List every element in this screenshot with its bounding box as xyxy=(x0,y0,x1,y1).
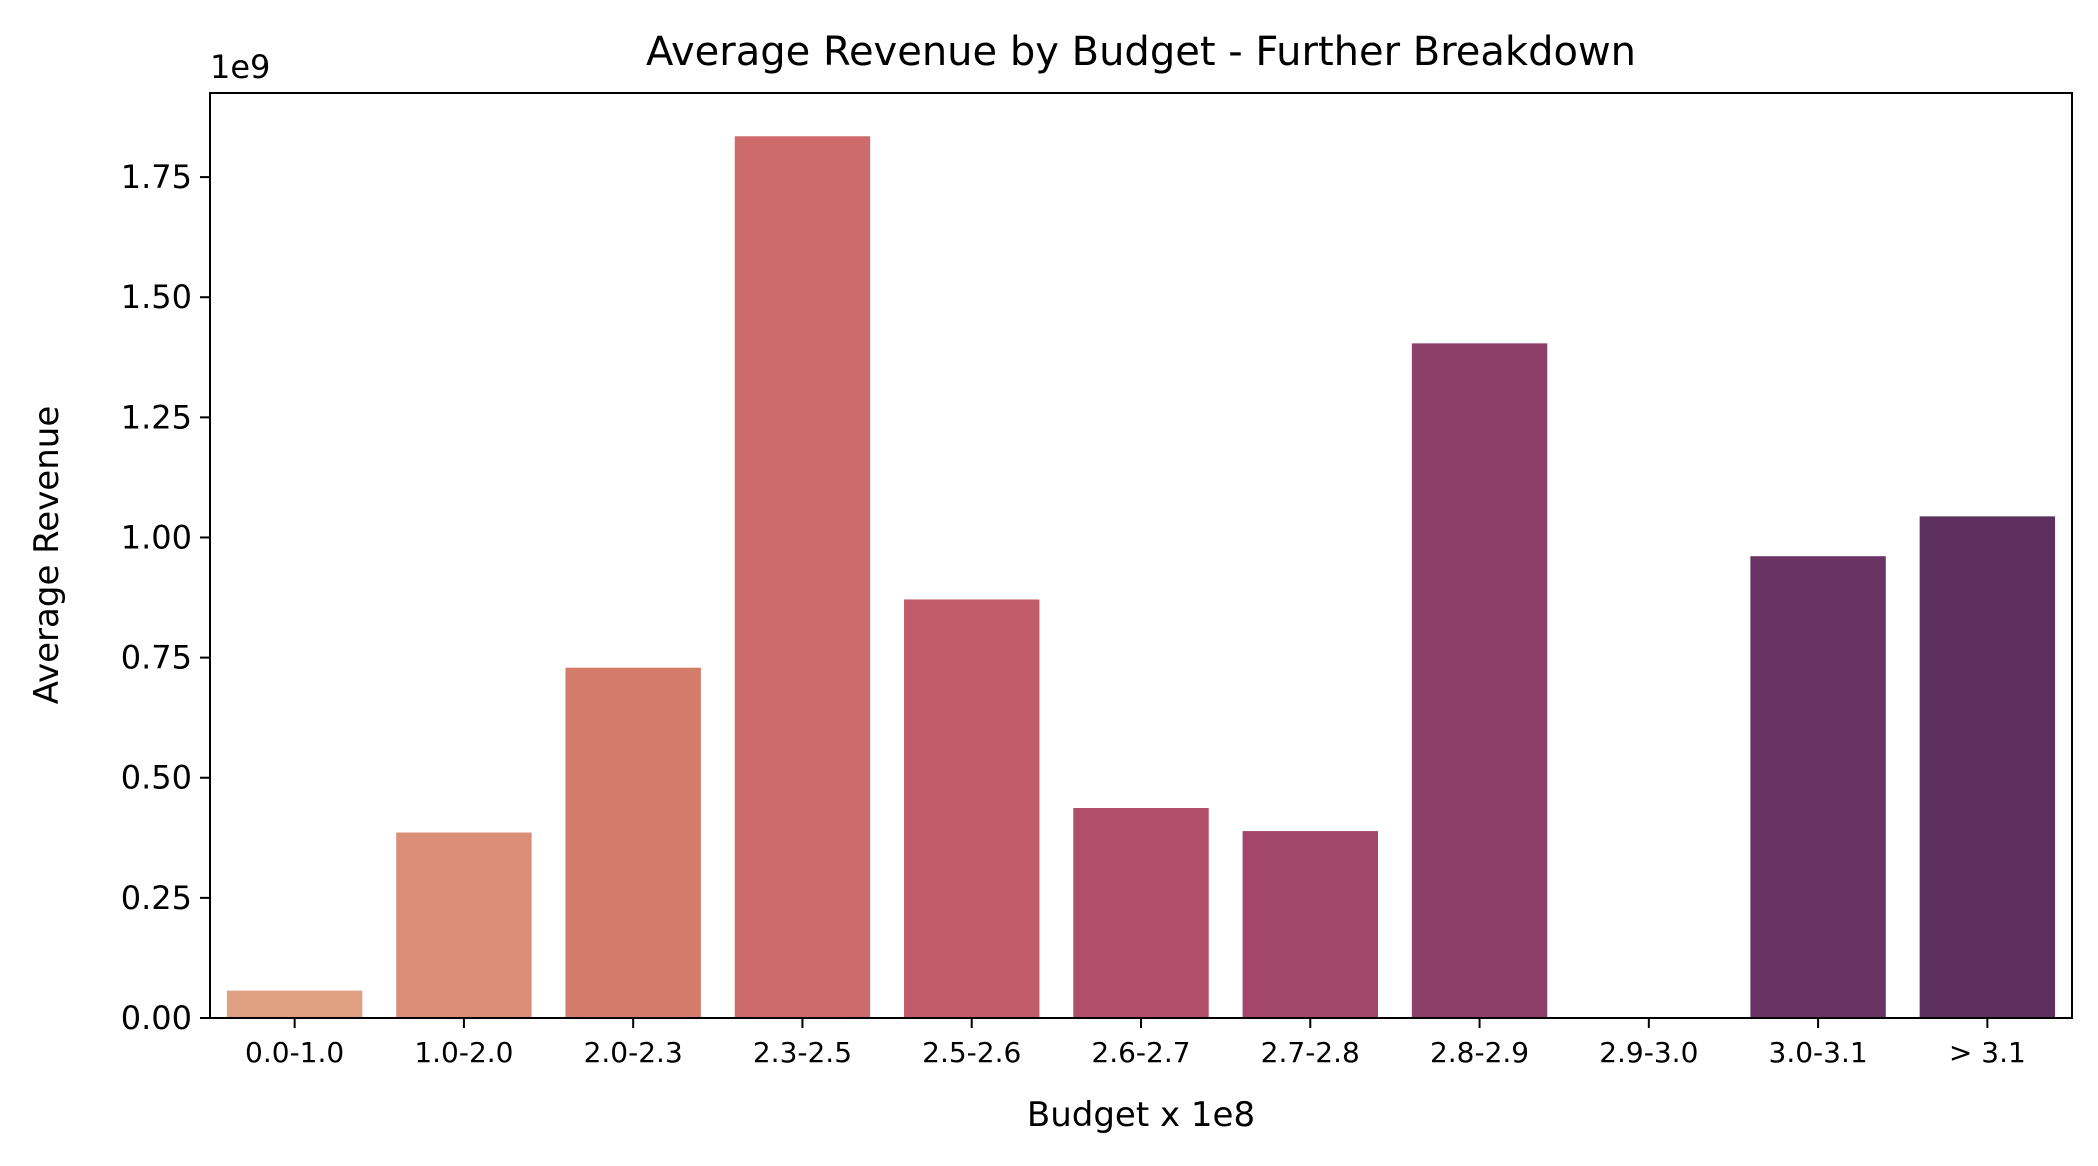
bar-10 xyxy=(1919,516,2056,1018)
y-tick-label: 1.00 xyxy=(121,518,192,556)
x-tick-label: > 3.1 xyxy=(1949,1036,2026,1069)
bar-1 xyxy=(396,832,532,1018)
x-tick-label: 2.6-2.7 xyxy=(1091,1036,1190,1069)
x-tick-label: 2.5-2.6 xyxy=(922,1036,1021,1069)
x-tick-label: 2.0-2.3 xyxy=(584,1036,683,1069)
y-axis-offset-label: 1e9 xyxy=(210,48,270,86)
bar-4 xyxy=(904,599,1040,1018)
y-tick-label: 1.25 xyxy=(121,398,192,436)
y-axis-ticks: 0.00 0.25 0.50 0.75 1.00 1.25 1.50 1.75 xyxy=(121,158,210,1037)
plot-area-frame xyxy=(209,92,2073,1019)
bar-2 xyxy=(565,667,701,1018)
x-tick-label: 2.8-2.9 xyxy=(1430,1036,1529,1069)
y-axis-label: Average Revenue xyxy=(27,406,67,705)
x-tick-label: 2.3-2.5 xyxy=(753,1036,852,1069)
bar-3 xyxy=(734,136,871,1018)
x-tick-label: 2.7-2.8 xyxy=(1261,1036,1360,1069)
bar-9 xyxy=(1750,556,1886,1018)
y-tick-label: 0.25 xyxy=(121,879,192,917)
bar-6 xyxy=(1242,831,1378,1018)
x-tick-label: 2.9-3.0 xyxy=(1599,1036,1698,1069)
x-axis-label: Budget x 1e8 xyxy=(1027,1095,1255,1135)
bar-5 xyxy=(1073,808,1209,1018)
chart-title: Average Revenue by Budget - Further Brea… xyxy=(646,29,1636,75)
y-tick-label: 0.00 xyxy=(121,999,192,1037)
x-axis-ticks: 0.0-1.0 1.0-2.0 2.0-2.3 2.3-2.5 2.5-2.6 2.6-2… xyxy=(245,1018,2026,1069)
y-tick-label: 0.75 xyxy=(121,639,192,677)
bar-7 xyxy=(1411,343,1548,1019)
bars-group xyxy=(226,136,2056,1019)
bar-0 xyxy=(226,990,363,1018)
x-tick-label: 1.0-2.0 xyxy=(414,1036,513,1069)
y-tick-label: 1.50 xyxy=(121,278,192,316)
x-tick-label: 3.0-3.1 xyxy=(1769,1036,1868,1069)
y-tick-label: 1.75 xyxy=(121,158,192,196)
y-tick-label: 0.50 xyxy=(121,759,192,797)
x-tick-label: 0.0-1.0 xyxy=(245,1036,344,1069)
